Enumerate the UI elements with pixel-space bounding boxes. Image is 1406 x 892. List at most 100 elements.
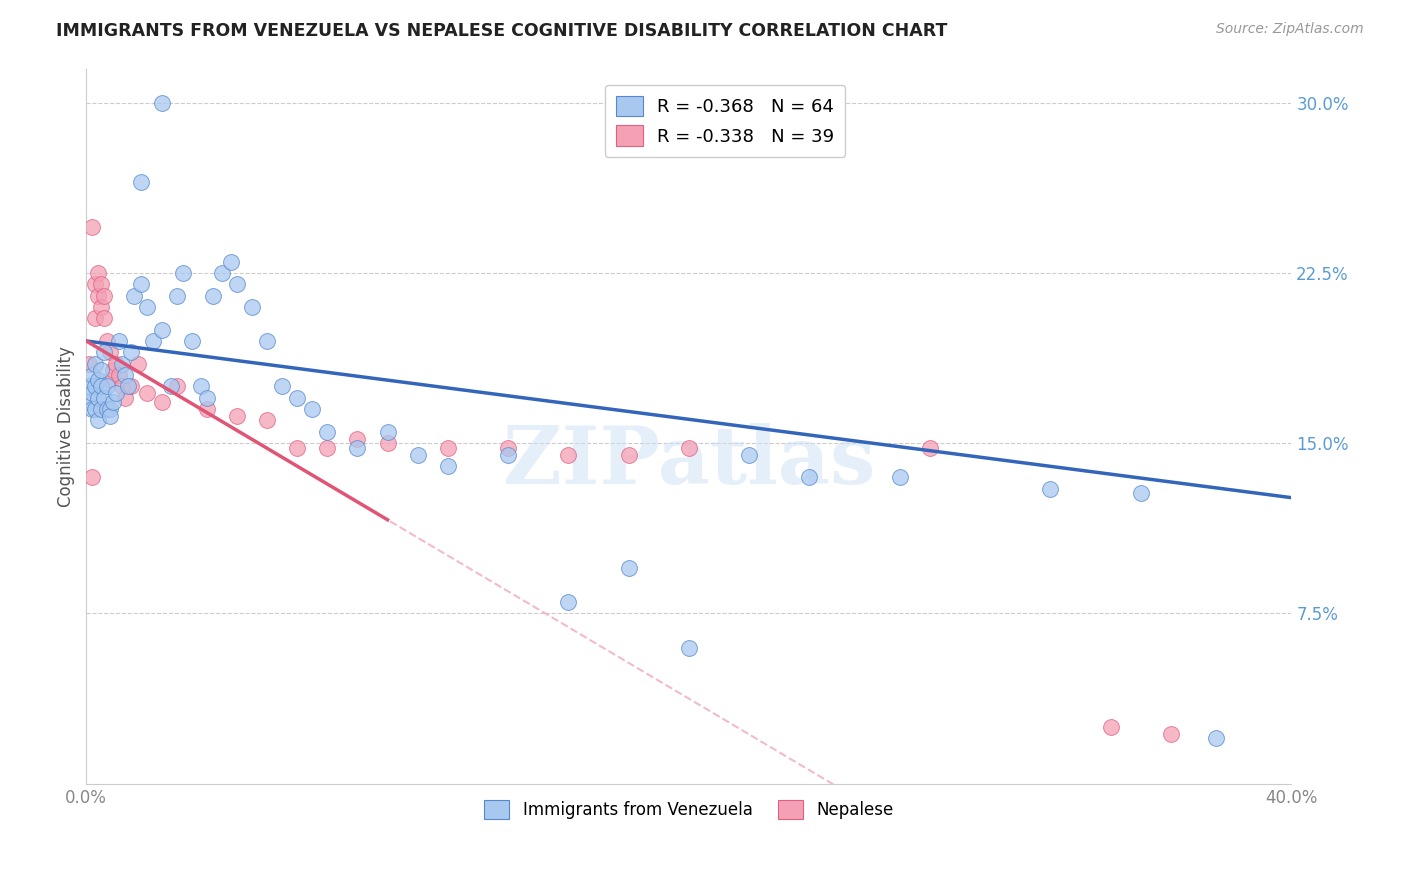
- Point: [180, 334, 202, 348]
- Point: [127, 357, 149, 371]
- Point: [114, 368, 136, 382]
- Point: [195, 391, 218, 405]
- Point: [84, 402, 107, 417]
- Point: [301, 402, 323, 417]
- Point: [436, 458, 458, 473]
- Point: [105, 357, 128, 371]
- Point: [100, 373, 122, 387]
- Point: [678, 640, 700, 655]
- Point: [103, 363, 125, 377]
- Point: [121, 345, 143, 359]
- Point: [219, 254, 242, 268]
- Point: [211, 266, 233, 280]
- Point: [111, 379, 134, 393]
- Point: [129, 175, 152, 189]
- Point: [90, 379, 112, 393]
- Text: Source: ZipAtlas.com: Source: ZipAtlas.com: [1216, 22, 1364, 37]
- Point: [1039, 482, 1062, 496]
- Point: [377, 425, 399, 439]
- Point: [316, 441, 339, 455]
- Point: [100, 402, 122, 417]
- Point: [201, 288, 224, 302]
- Point: [285, 391, 308, 405]
- Point: [918, 441, 941, 455]
- Point: [135, 386, 157, 401]
- Point: [166, 379, 188, 393]
- Point: [90, 300, 112, 314]
- Point: [96, 379, 118, 393]
- Point: [496, 448, 519, 462]
- Point: [103, 395, 125, 409]
- Point: [150, 395, 173, 409]
- Point: [111, 357, 134, 371]
- Legend: Immigrants from Venezuela, Nepalese: Immigrants from Venezuela, Nepalese: [478, 793, 900, 825]
- Point: [93, 311, 115, 326]
- Point: [678, 441, 700, 455]
- Point: [100, 409, 122, 423]
- Point: [406, 448, 429, 462]
- Point: [84, 379, 107, 393]
- Point: [79, 395, 101, 409]
- Point: [124, 288, 146, 302]
- Point: [82, 470, 104, 484]
- Point: [617, 448, 640, 462]
- Point: [346, 441, 368, 455]
- Point: [150, 95, 173, 110]
- Point: [93, 345, 115, 359]
- Point: [1205, 731, 1227, 746]
- Point: [166, 288, 188, 302]
- Point: [1160, 727, 1182, 741]
- Point: [93, 288, 115, 302]
- Point: [84, 357, 107, 371]
- Point: [195, 402, 218, 417]
- Point: [436, 441, 458, 455]
- Point: [271, 379, 294, 393]
- Point: [87, 288, 110, 302]
- Point: [87, 266, 110, 280]
- Point: [84, 311, 107, 326]
- Point: [82, 368, 104, 382]
- Text: ZIPatlas: ZIPatlas: [503, 423, 875, 501]
- Point: [129, 277, 152, 292]
- Point: [496, 441, 519, 455]
- Point: [79, 357, 101, 371]
- Point: [159, 379, 181, 393]
- Point: [90, 277, 112, 292]
- Point: [889, 470, 911, 484]
- Point: [172, 266, 194, 280]
- Point: [79, 379, 101, 393]
- Point: [738, 448, 761, 462]
- Point: [82, 402, 104, 417]
- Point: [87, 373, 110, 387]
- Point: [377, 436, 399, 450]
- Point: [226, 277, 249, 292]
- Point: [799, 470, 821, 484]
- Point: [190, 379, 212, 393]
- Point: [108, 368, 131, 382]
- Point: [226, 409, 249, 423]
- Point: [96, 334, 118, 348]
- Point: [105, 386, 128, 401]
- Point: [256, 334, 278, 348]
- Point: [87, 391, 110, 405]
- Point: [117, 379, 139, 393]
- Point: [346, 432, 368, 446]
- Point: [617, 561, 640, 575]
- Point: [557, 595, 579, 609]
- Point: [142, 334, 165, 348]
- Point: [96, 402, 118, 417]
- Point: [93, 391, 115, 405]
- Point: [82, 220, 104, 235]
- Point: [90, 363, 112, 377]
- Point: [240, 300, 263, 314]
- Point: [285, 441, 308, 455]
- Point: [108, 334, 131, 348]
- Point: [557, 448, 579, 462]
- Point: [256, 413, 278, 427]
- Point: [1099, 720, 1122, 734]
- Point: [90, 402, 112, 417]
- Point: [84, 277, 107, 292]
- Y-axis label: Cognitive Disability: Cognitive Disability: [58, 346, 75, 507]
- Point: [100, 345, 122, 359]
- Point: [135, 300, 157, 314]
